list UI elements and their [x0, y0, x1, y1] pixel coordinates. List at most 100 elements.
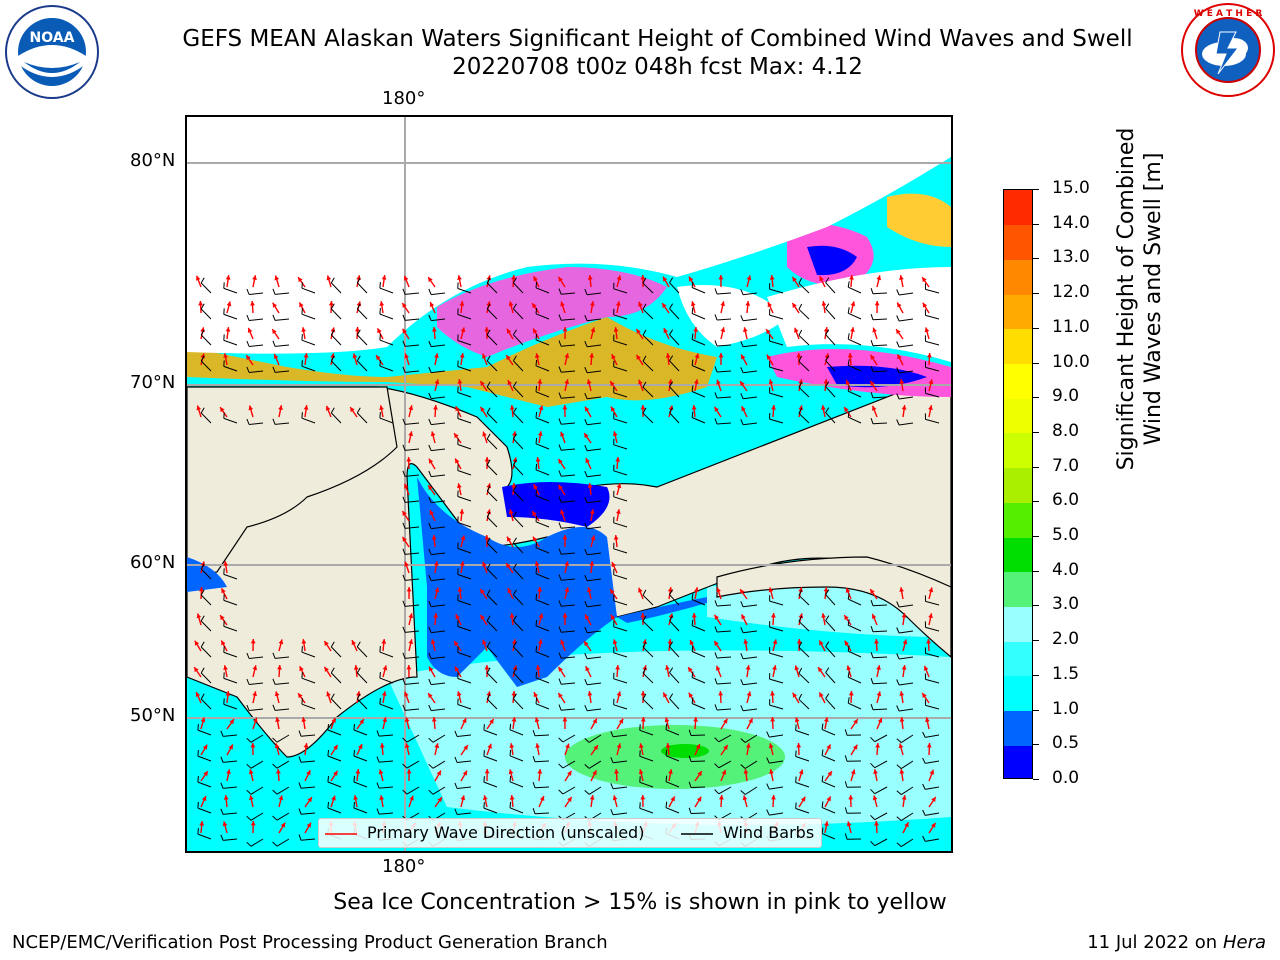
wind-barb	[743, 422, 758, 426]
wave-direction-arrowhead	[616, 743, 622, 749]
wind-barb-flag	[428, 392, 432, 399]
wind-barb	[743, 396, 758, 400]
wave-zone-calm	[502, 482, 610, 527]
wave-direction-arrowhead	[402, 536, 407, 542]
wind-barb	[513, 282, 524, 294]
wave-direction-arrowhead	[460, 327, 466, 333]
wind-barb-flag	[740, 601, 744, 607]
wave-direction-arrowhead	[697, 771, 702, 777]
wind-barb	[925, 392, 940, 398]
wind-barb	[513, 698, 524, 710]
wave-direction-arrowhead	[928, 587, 934, 593]
wind-barb-flag	[486, 615, 491, 622]
wind-barb	[872, 656, 888, 659]
wind-barb-flag	[844, 807, 848, 814]
wave-direction-arrowhead	[667, 639, 673, 644]
wave-direction-arrowhead	[821, 613, 826, 618]
wave-direction-arrowhead	[459, 353, 465, 358]
lon-tick-bottom: 180°	[382, 856, 426, 877]
wind-barb	[356, 698, 368, 710]
wave-direction-arrowhead	[199, 821, 205, 826]
colorbar-tick-label: 2.0	[1052, 629, 1080, 650]
wind-barb-flag	[847, 697, 850, 704]
colorbar-tick	[1033, 744, 1039, 746]
wave-direction-arrowhead	[719, 795, 724, 800]
wave-direction-arrowhead	[275, 717, 280, 722]
wind-barb	[587, 526, 602, 530]
wind-barb	[406, 760, 420, 769]
wind-barb	[690, 760, 706, 762]
wind-barb-flag	[454, 782, 458, 789]
wind-barb	[795, 756, 810, 762]
wave-direction-arrowhead	[668, 769, 673, 774]
wave-direction-arrowhead	[462, 770, 467, 776]
wind-barb	[275, 344, 290, 347]
wind-barb-flag	[847, 359, 850, 366]
wind-barb	[691, 599, 706, 606]
wave-direction-arrowhead	[798, 769, 804, 775]
wave-direction-arrowhead	[459, 301, 465, 306]
wind-barb-flag	[870, 626, 874, 632]
wind-barb	[223, 812, 238, 815]
wind-barb-flag	[584, 575, 588, 581]
wind-barb-flag	[558, 626, 562, 633]
wind-barb	[847, 312, 862, 320]
wave-direction-arrowhead	[350, 407, 355, 413]
wind-barb-flag	[512, 433, 517, 440]
wind-barb-flag	[642, 303, 647, 310]
wind-barb-flag	[532, 729, 536, 736]
wind-barb	[250, 812, 264, 821]
wave-direction-arrowhead	[584, 641, 589, 647]
wave-direction-arrowhead	[640, 717, 646, 722]
wind-barb	[669, 334, 680, 346]
wind-barb	[561, 474, 576, 477]
wave-direction-arrowhead	[198, 301, 203, 306]
wind-barb	[457, 470, 472, 476]
wave-direction-arrowhead	[794, 665, 800, 671]
wind-barb-flag	[821, 775, 824, 782]
wind-barb-flag	[714, 652, 718, 659]
wind-barb	[457, 600, 472, 606]
wave-direction-arrowhead	[611, 354, 616, 360]
wave-direction-arrowhead	[848, 691, 854, 696]
wind-barb	[223, 339, 238, 346]
wave-direction-arrowhead	[355, 327, 360, 332]
wind-barb	[486, 516, 498, 528]
wind-barb	[872, 630, 888, 633]
wind-barb	[587, 500, 602, 504]
wind-barb	[613, 548, 628, 554]
wind-barb	[562, 734, 576, 743]
wind-barb	[825, 672, 836, 684]
wind-barb	[798, 360, 810, 372]
wind-barb	[825, 620, 836, 632]
wind-barb	[534, 734, 550, 737]
wind-barb	[925, 786, 940, 790]
wind-barb	[513, 516, 524, 528]
wave-direction-arrowhead	[670, 796, 675, 802]
wind-barb-flag	[298, 834, 302, 841]
wave-direction-arrowhead	[612, 795, 618, 801]
wave-direction-arrowhead	[457, 587, 463, 592]
colorbar-tick-label: 10.0	[1052, 351, 1090, 372]
wind-barb	[513, 620, 524, 632]
wind-barb	[588, 734, 602, 743]
wave-direction-arrowhead	[639, 743, 644, 749]
wind-barb	[486, 620, 498, 632]
wind-barb	[716, 604, 732, 607]
wave-direction-arrowhead	[506, 355, 511, 361]
wind-barb	[691, 651, 706, 658]
wave-direction-arrowhead	[226, 769, 231, 774]
wind-barb	[249, 708, 264, 711]
wind-barb-flag	[714, 418, 718, 425]
wind-barb-flag	[691, 333, 694, 340]
wind-barb-flag	[584, 764, 590, 769]
wind-barb	[300, 838, 316, 841]
wave-direction-arrowhead	[223, 561, 229, 566]
wind-barb-flag	[402, 626, 406, 633]
wind-barb	[669, 646, 680, 658]
wind-barb-flag	[486, 511, 491, 518]
wave-direction-arrowhead	[508, 301, 514, 307]
colorbar-segment	[1004, 641, 1032, 677]
wind-barb-flag	[532, 807, 536, 814]
wind-wave-vectors	[193, 274, 940, 848]
